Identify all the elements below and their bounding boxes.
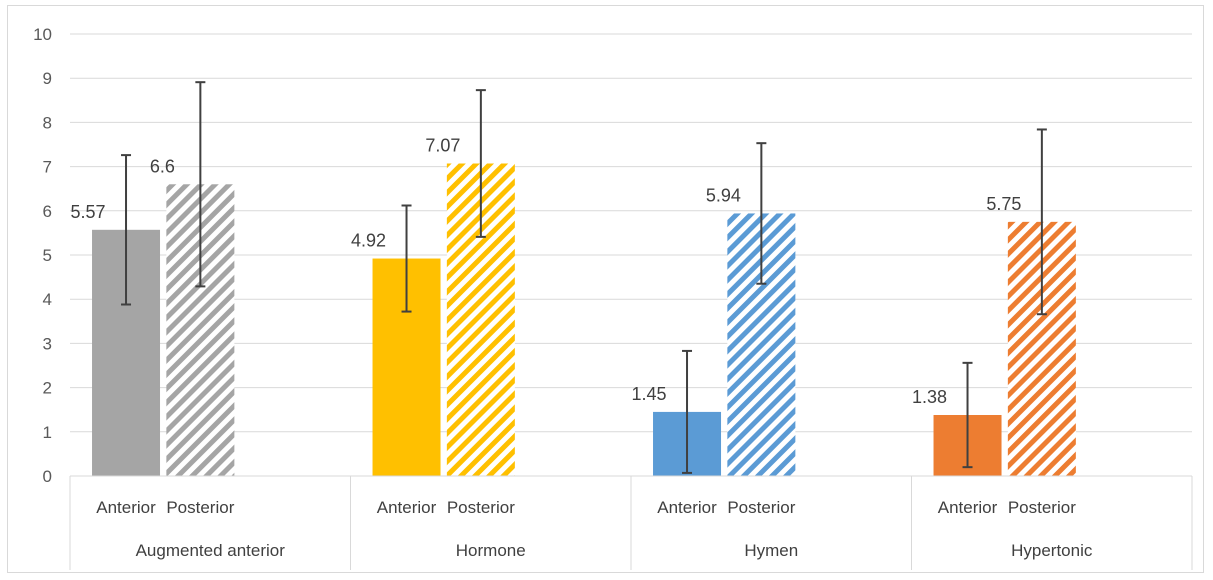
data-label: 7.07 (425, 136, 460, 156)
data-label: 5.94 (706, 185, 741, 205)
bar-category-label: Posterior (166, 498, 234, 517)
y-tick-label: 3 (43, 334, 52, 353)
data-label: 4.92 (351, 231, 386, 251)
bar-category-label: Anterior (938, 498, 998, 517)
data-label: 1.45 (632, 384, 667, 404)
y-tick-label: 0 (43, 467, 52, 486)
group-label: Hymen (744, 541, 798, 560)
bar-category-label: Anterior (657, 498, 717, 517)
error-bar (401, 204, 412, 313)
group-label: Hormone (456, 541, 526, 560)
error-bar (1036, 128, 1047, 316)
error-bar (475, 89, 486, 238)
y-tick-label: 8 (43, 113, 52, 132)
y-tick-label: 1 (43, 423, 52, 442)
error-bar (756, 142, 767, 285)
y-tick-label: 7 (43, 158, 52, 177)
y-tick-label: 5 (43, 246, 52, 265)
error-bars (121, 81, 1047, 474)
y-tick-label: 10 (33, 25, 52, 44)
y-axis: 0 1 2 3 4 5 6 7 8 9 10 (33, 25, 52, 486)
error-bar (682, 349, 693, 474)
data-labels: 5.57 6.6 4.92 7.07 1.45 5.94 1.38 5.75 (71, 136, 1022, 407)
y-tick-label: 2 (43, 379, 52, 398)
bar-category-label: Posterior (727, 498, 795, 517)
error-bar (962, 361, 973, 469)
group-label: Augmented anterior (136, 541, 286, 560)
error-bar (195, 81, 206, 288)
bar-category-label: Anterior (377, 498, 437, 517)
bar-category-label: Posterior (447, 498, 515, 517)
data-label: 5.75 (986, 194, 1021, 214)
y-tick-label: 9 (43, 69, 52, 88)
data-label: 6.6 (150, 156, 175, 176)
group-label: Hypertonic (1011, 541, 1093, 560)
error-bar (121, 154, 132, 306)
bar-category-label: Posterior (1008, 498, 1076, 517)
data-label: 1.38 (912, 387, 947, 407)
y-tick-label: 6 (43, 202, 52, 221)
x-axis: Anterior Posterior Augmented anterior Anter… (69, 475, 1193, 570)
bar-category-label: Anterior (96, 498, 156, 517)
data-label: 5.57 (71, 202, 106, 222)
y-tick-label: 4 (43, 290, 52, 309)
